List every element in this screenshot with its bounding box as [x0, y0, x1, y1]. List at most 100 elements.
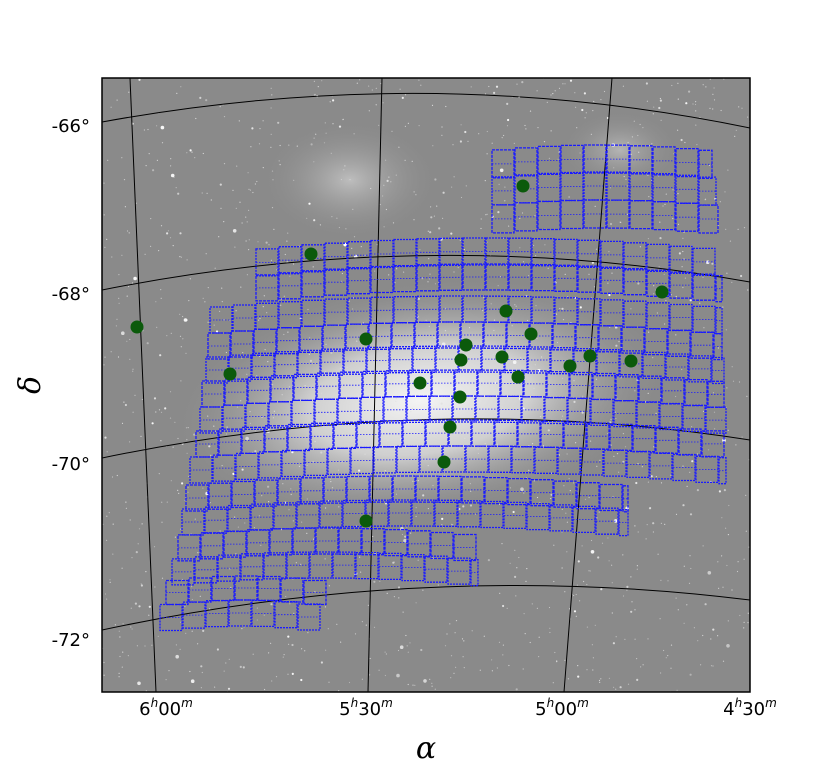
- star: [463, 248, 465, 251]
- star: [388, 274, 390, 276]
- star: [336, 623, 338, 625]
- star: [427, 230, 429, 232]
- star: [176, 92, 178, 94]
- star: [280, 529, 282, 531]
- star: [526, 568, 528, 570]
- star: [446, 633, 448, 635]
- star: [208, 445, 211, 448]
- star: [588, 273, 590, 275]
- star: [336, 217, 338, 219]
- star: [300, 563, 302, 566]
- star: [735, 129, 737, 131]
- star: [626, 589, 628, 591]
- star: [726, 272, 728, 274]
- star: [683, 258, 685, 260]
- star: [352, 308, 354, 310]
- star: [323, 451, 325, 453]
- star: [501, 406, 503, 408]
- star: [129, 338, 131, 341]
- star: [573, 482, 575, 484]
- star: [539, 416, 542, 418]
- star: [128, 91, 130, 93]
- object-marker: [511, 370, 525, 384]
- star: [288, 144, 290, 146]
- star: [428, 325, 430, 327]
- star: [579, 152, 581, 154]
- star: [461, 638, 464, 640]
- star: [165, 679, 167, 681]
- star: [252, 191, 254, 194]
- star: [431, 104, 434, 106]
- star: [430, 216, 433, 219]
- star: [446, 396, 448, 398]
- star: [138, 605, 141, 608]
- star: [286, 240, 288, 242]
- star: [527, 319, 529, 322]
- star: [450, 677, 452, 679]
- star: [313, 80, 315, 82]
- star: [459, 140, 462, 143]
- star: [116, 474, 118, 477]
- star: [455, 666, 457, 669]
- star: [264, 688, 266, 691]
- star: [186, 452, 188, 454]
- star: [200, 665, 203, 668]
- star: [161, 501, 163, 503]
- star: [642, 664, 644, 666]
- star: [704, 199, 706, 201]
- star: [477, 452, 479, 454]
- galaxy-bar-glow: [171, 276, 669, 524]
- star: [304, 650, 306, 652]
- star: [179, 256, 181, 258]
- star: [642, 127, 644, 129]
- star: [656, 312, 659, 314]
- star: [177, 489, 179, 491]
- star: [589, 440, 592, 442]
- star: [340, 641, 342, 643]
- star: [160, 411, 163, 413]
- star: [584, 117, 586, 119]
- star: [287, 232, 289, 234]
- star: [454, 632, 456, 634]
- star: [717, 561, 719, 563]
- star: [582, 395, 584, 397]
- star: [360, 246, 362, 248]
- star: [577, 560, 580, 563]
- star: [608, 293, 611, 297]
- star: [173, 176, 175, 178]
- star: [241, 468, 244, 471]
- star: [696, 453, 699, 455]
- star: [362, 322, 364, 324]
- star: [187, 491, 189, 493]
- star: [664, 203, 666, 205]
- star: [261, 495, 263, 497]
- star: [498, 503, 501, 506]
- star: [450, 232, 453, 235]
- star: [116, 99, 118, 101]
- star: [699, 116, 701, 119]
- star: [140, 435, 142, 437]
- star: [393, 343, 395, 345]
- star: [652, 522, 655, 525]
- star: [618, 341, 620, 343]
- star: [630, 153, 633, 155]
- footprint-row: [185, 475, 629, 513]
- star: [108, 511, 110, 514]
- star: [191, 151, 193, 153]
- star: [726, 387, 728, 389]
- star: [282, 656, 284, 658]
- star: [403, 538, 407, 543]
- star: [249, 422, 252, 424]
- star: [682, 286, 684, 289]
- star: [103, 182, 105, 184]
- star: [331, 487, 334, 489]
- star: [223, 319, 225, 321]
- star: [370, 187, 372, 190]
- star: [248, 239, 250, 241]
- star: [712, 108, 714, 110]
- star: [427, 508, 429, 510]
- star: [191, 586, 193, 588]
- star: [359, 556, 361, 558]
- star: [465, 185, 467, 187]
- footprint-row: [491, 144, 713, 179]
